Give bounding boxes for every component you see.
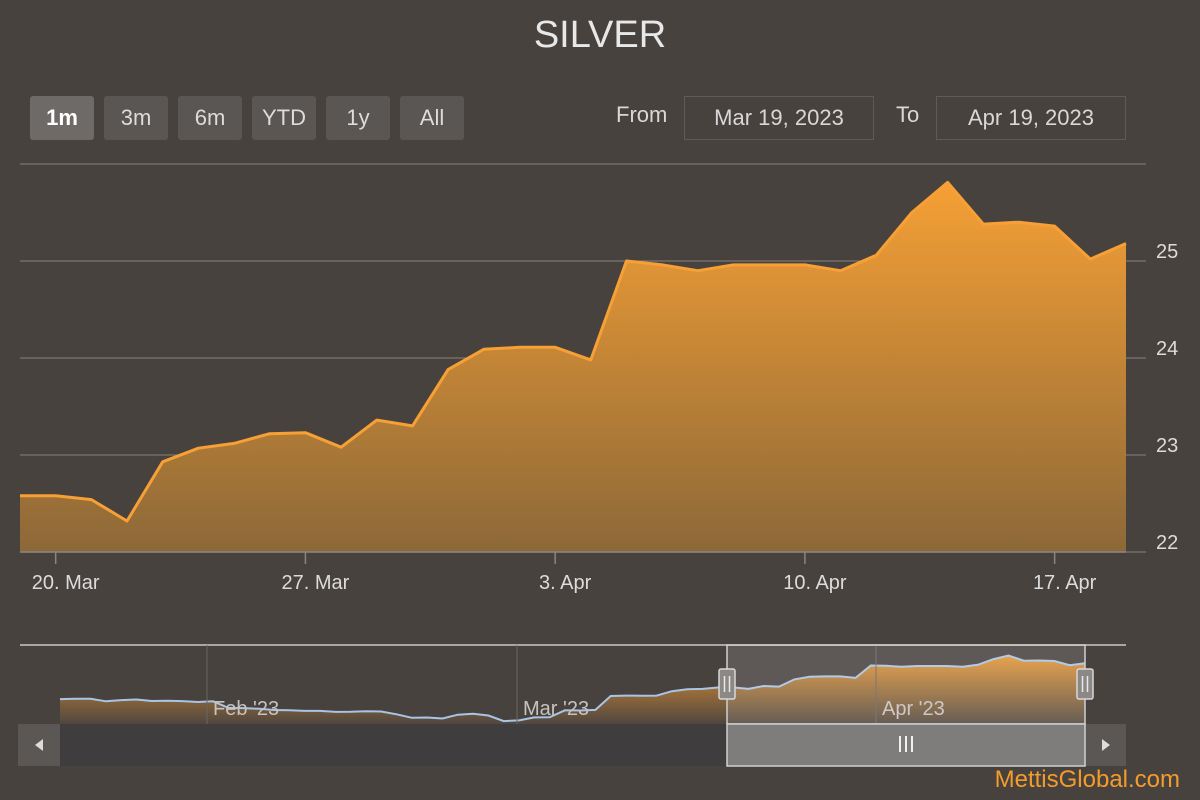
x-tick-label-4: 17. Apr [1033,572,1097,594]
range-button-3m[interactable]: 3m [104,96,168,140]
x-tick-label-3: 10. Apr [783,572,847,594]
x-tick-label-0: 20. Mar [32,572,100,594]
range-button-ytd[interactable]: YTD [252,96,316,140]
range-button-1y[interactable]: 1y [326,96,390,140]
range-button-1m[interactable]: 1m [30,96,94,140]
range-button-all[interactable]: All [400,96,464,140]
series-area [20,182,1126,552]
triangle-left-icon [35,739,43,751]
navigator-label-0: Feb '23 [213,698,279,720]
navigator-handle-left[interactable] [718,668,736,700]
x-tick-label-2: 3. Apr [539,572,592,594]
navigator-handle-right[interactable] [1076,668,1094,700]
y-tick-label-23: 23 [1156,435,1178,457]
navigator-selection[interactable] [726,644,1086,725]
navigator-area [60,655,1085,724]
chart-title: SILVER [533,14,667,56]
navigator-line [59,654,1086,723]
navigator-label-1: Mar '23 [523,698,589,720]
from-label: From [616,102,668,127]
navigator-label-2: Apr '23 [882,698,945,720]
y-tick-label-25: 25 [1156,241,1178,263]
series-line [20,180,1127,523]
range-button-6m[interactable]: 6m [178,96,242,140]
x-tick-label-1: 27. Mar [282,572,350,594]
y-tick-label-24: 24 [1156,338,1178,360]
brand-watermark[interactable]: MettisGlobal.com [994,766,1180,793]
scroll-right-button[interactable] [1085,724,1126,766]
to-label: To [896,102,920,127]
scrollbar-thumb[interactable] [726,723,1086,767]
to-date-input[interactable]: Apr 19, 2023 [936,96,1126,140]
scroll-left-button[interactable] [18,724,60,766]
from-date-input[interactable]: Mar 19, 2023 [684,96,874,140]
triangle-right-icon [1102,739,1110,751]
y-tick-label-22: 22 [1156,532,1178,554]
